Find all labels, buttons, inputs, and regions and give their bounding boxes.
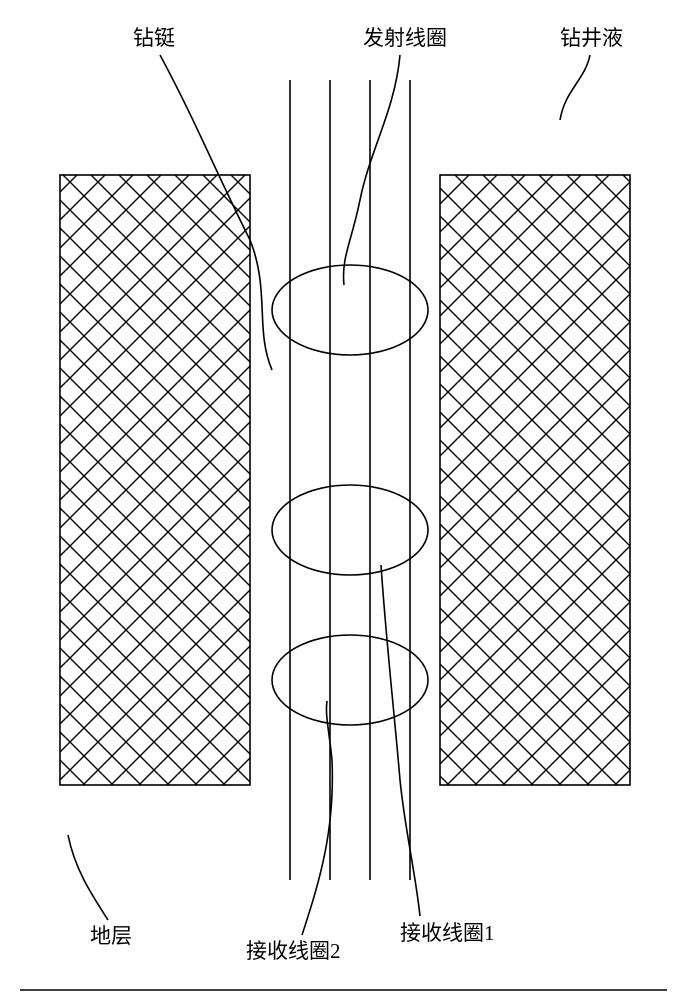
leader-formation	[68, 835, 108, 920]
leader-receive1	[381, 565, 420, 916]
formation-left	[60, 175, 250, 785]
leader-drilling-fluid	[560, 55, 590, 120]
receive-coil-2-shape	[272, 635, 428, 725]
label-receive-coil-1: 接收线圈1	[400, 917, 495, 947]
receive-coil-1-shape	[272, 485, 428, 575]
label-drilling-fluid: 钻井液	[560, 22, 623, 52]
label-receive-coil-2: 接收线圈2	[246, 935, 341, 965]
leader-receive2	[302, 701, 332, 935]
transmit-coil-shape	[272, 265, 428, 355]
label-transmit-coil: 发射线圈	[363, 22, 447, 52]
label-drill-collar: 钻铤	[133, 22, 175, 52]
leader-transmit-coil	[343, 55, 400, 285]
diagram-canvas: 钻铤 发射线圈 钻井液 地层 接收线圈2 接收线圈1	[0, 0, 687, 1000]
hatch-layer	[0, 0, 687, 1000]
formation-right	[440, 175, 630, 785]
label-formation: 地层	[90, 920, 132, 950]
